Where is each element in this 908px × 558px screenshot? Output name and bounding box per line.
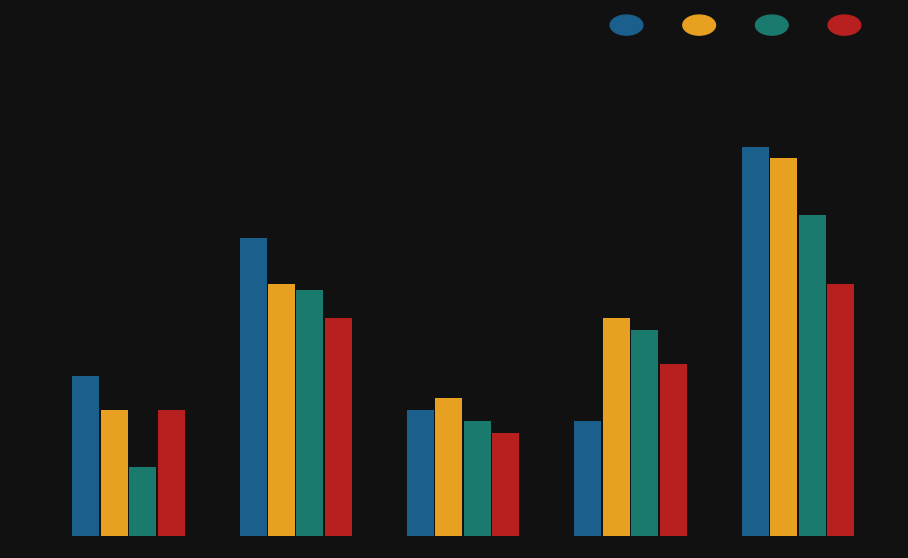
Bar	[268, 284, 295, 536]
Bar	[631, 330, 658, 536]
Bar	[770, 158, 797, 536]
Bar	[101, 410, 128, 536]
Bar	[296, 290, 323, 536]
Bar	[325, 318, 352, 536]
Bar	[407, 410, 434, 536]
Bar	[574, 421, 601, 536]
Bar	[240, 238, 267, 536]
Bar	[464, 421, 491, 536]
Bar	[603, 318, 630, 536]
Bar	[827, 284, 854, 536]
Bar	[72, 376, 99, 536]
Bar	[157, 410, 184, 536]
Bar	[742, 147, 769, 536]
Bar	[435, 398, 462, 536]
Bar	[129, 467, 156, 536]
Bar	[659, 364, 686, 536]
Bar	[798, 215, 825, 536]
Bar	[492, 433, 519, 536]
